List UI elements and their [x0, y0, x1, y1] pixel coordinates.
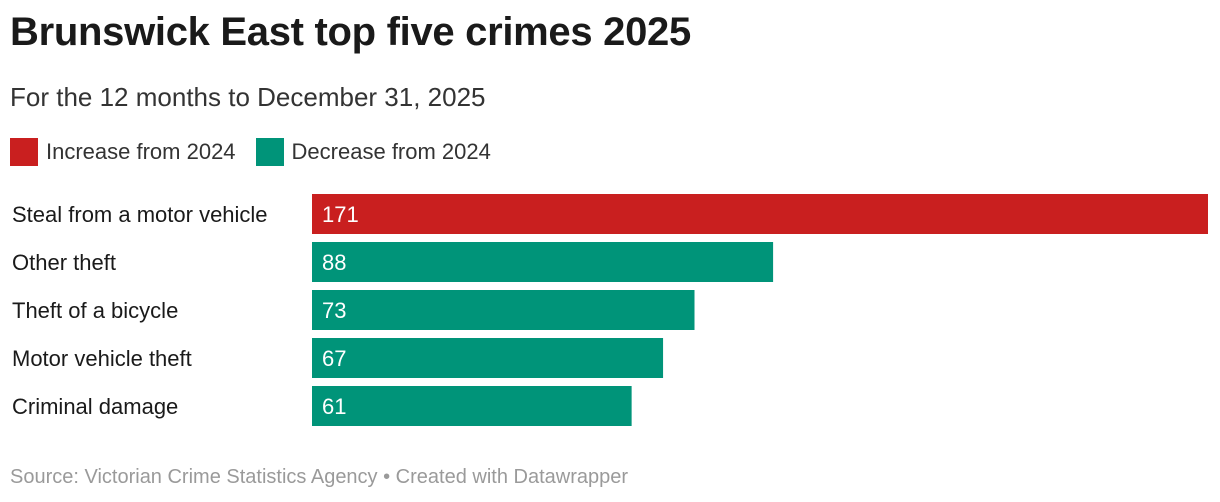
bar-value-label: 88: [322, 250, 346, 275]
legend-item-decrease: Decrease from 2024: [255, 138, 491, 166]
category-label: Other theft: [12, 250, 116, 275]
bar: [312, 386, 632, 426]
bar: [312, 290, 695, 330]
bar: [312, 242, 774, 282]
source-note: Source: Victorian Crime Statistics Agenc…: [10, 466, 629, 488]
bar-chart: Steal from a motor vehicle 171 Other theft…: [12, 194, 1208, 426]
chart-title: Brunswick East top five crimes 2025: [10, 10, 691, 54]
bar: [312, 338, 664, 378]
legend-label-increase: Increase from 2024: [46, 139, 236, 164]
category-label: Motor vehicle theft: [12, 346, 192, 371]
legend-swatch-increase: [10, 138, 38, 166]
bar-value-label: 171: [322, 202, 359, 227]
legend-item-increase: Increase from 2024: [10, 138, 236, 166]
category-label: Criminal damage: [12, 394, 178, 419]
bar-value-label: 73: [322, 298, 346, 323]
legend-label-decrease: Decrease from 2024: [291, 139, 491, 164]
category-label: Steal from a motor vehicle: [12, 202, 268, 227]
chart-subtitle: For the 12 months to December 31, 2025: [10, 82, 486, 112]
legend: Increase from 2024 Decrease from 2024: [10, 137, 511, 167]
bar-value-label: 61: [322, 394, 346, 419]
bar: [312, 194, 1208, 234]
category-label: Theft of a bicycle: [12, 298, 178, 323]
legend-swatch-decrease: [255, 138, 284, 166]
bar-value-label: 67: [322, 346, 346, 371]
